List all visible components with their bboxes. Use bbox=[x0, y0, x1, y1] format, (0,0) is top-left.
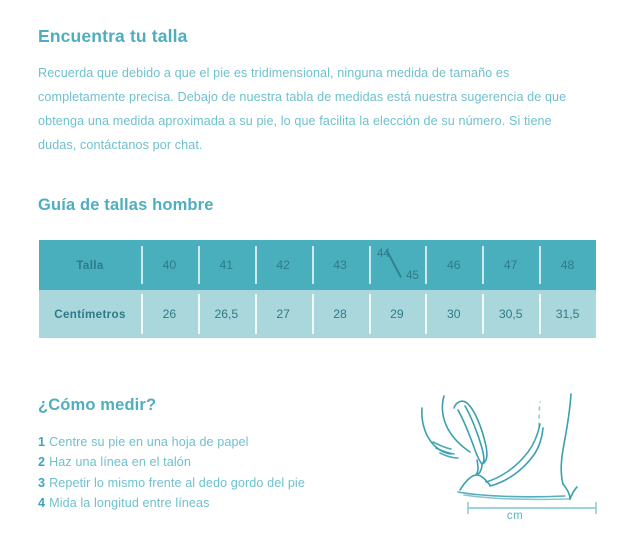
list-item: 2 Haz una línea en el talón bbox=[38, 452, 418, 473]
step-text: Mida la longitud entre líneas bbox=[49, 496, 210, 511]
foot-diagram-icon bbox=[421, 393, 597, 514]
size-guide-section: Guía de tallas hombre bbox=[38, 196, 598, 216]
size-guide-title: Guía de tallas hombre bbox=[38, 196, 214, 214]
intro-paragraph: Recuerda que debido a que el pie es trid… bbox=[38, 66, 567, 152]
fraction-44-45: 44 45 bbox=[375, 248, 419, 282]
page-title: Encuentra tu talla bbox=[38, 26, 188, 46]
cm-cell-0: 26 bbox=[141, 290, 198, 338]
cm-cell-7: 31,5 bbox=[539, 290, 596, 338]
size-chart-table: Talla 40 41 42 43 44 45 46 47 48 Centíme… bbox=[39, 240, 596, 338]
cm-cell-1: 26,5 bbox=[197, 290, 255, 338]
list-item: 3 Repetir lo mismo frente al dedo gordo d… bbox=[38, 473, 418, 494]
size-cell-44-45: 44 45 bbox=[368, 240, 426, 290]
row-label-centimetros: Centímetros bbox=[39, 290, 141, 338]
step-number: 4 bbox=[38, 496, 46, 511]
step-text: Repetir lo mismo frente al dedo gordo de… bbox=[49, 475, 305, 490]
size-cell-43: 43 bbox=[311, 240, 369, 290]
how-to-measure-section: ¿Cómo medir? 1 Centre su pie en una hoja … bbox=[38, 396, 418, 514]
size-cell-46: 46 bbox=[425, 240, 483, 290]
step-text: Centre su pie en una hoja de papel bbox=[49, 434, 249, 449]
cm-cell-6: 30,5 bbox=[482, 290, 540, 338]
list-item: 4 Mida la longitud entre líneas bbox=[38, 493, 418, 514]
size-cell-47: 47 bbox=[482, 240, 540, 290]
step-text: Haz una línea en el talón bbox=[49, 455, 191, 470]
size-cell-48: 48 bbox=[539, 240, 596, 290]
intro-section: Encuentra tu talla Recuerda que debido a… bbox=[38, 26, 598, 157]
how-to-measure-title: ¿Cómo medir? bbox=[38, 396, 157, 414]
foot-measurement-illustration: cm bbox=[420, 386, 610, 534]
fraction-denominator: 45 bbox=[406, 270, 419, 282]
size-cell-40: 40 bbox=[141, 240, 198, 290]
cm-cell-4: 29 bbox=[368, 290, 426, 338]
cm-cell-2: 27 bbox=[254, 290, 312, 338]
step-number: 3 bbox=[38, 475, 46, 490]
step-number: 1 bbox=[38, 434, 46, 449]
size-cell-42: 42 bbox=[254, 240, 312, 290]
measure-unit-label: cm bbox=[506, 510, 524, 522]
cm-cell-3: 28 bbox=[311, 290, 369, 338]
list-item: 1 Centre su pie en una hoja de papel bbox=[38, 432, 418, 453]
fraction-slash bbox=[386, 250, 402, 278]
step-number: 2 bbox=[38, 455, 46, 470]
table-row-sizes: Talla 40 41 42 43 44 45 46 47 48 bbox=[39, 240, 596, 290]
cm-cell-5: 30 bbox=[425, 290, 483, 338]
size-cell-41: 41 bbox=[197, 240, 255, 290]
table-row-centimeters: Centímetros 26 26,5 27 28 29 30 30,5 31,… bbox=[39, 290, 596, 338]
row-label-talla: Talla bbox=[39, 240, 141, 290]
measure-steps-list: 1 Centre su pie en una hoja de papel 2 Haz… bbox=[38, 432, 418, 514]
measure-bar-icon bbox=[467, 502, 597, 514]
